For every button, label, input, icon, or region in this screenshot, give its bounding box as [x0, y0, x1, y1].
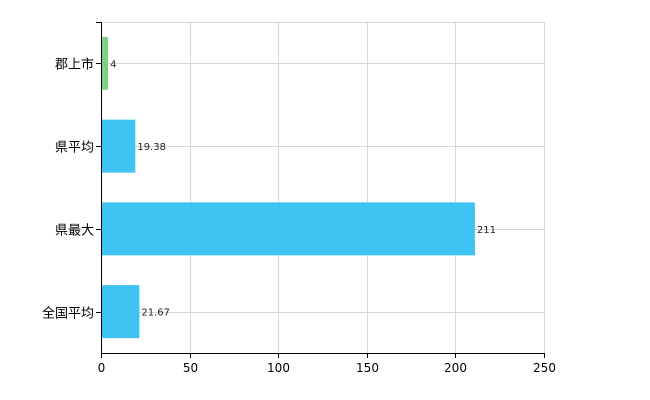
- data-label: 19.38: [137, 142, 166, 153]
- category-label: 県最大: [55, 224, 94, 239]
- data-labels: 4 19.38 211 21.67: [110, 59, 496, 318]
- data-label: 21.67: [141, 308, 170, 319]
- grid: [101, 22, 545, 353]
- x-tick-label: 100: [267, 361, 290, 375]
- x-tick-label: 50: [183, 361, 198, 375]
- category-label: 県平均: [55, 141, 94, 156]
- data-label: 211: [477, 225, 496, 236]
- category-label: 全国平均: [42, 306, 94, 322]
- data-label: 4: [110, 59, 116, 70]
- x-tick-label: 0: [98, 361, 106, 375]
- bars: [102, 36, 475, 339]
- category-label: 郡上市: [55, 57, 94, 73]
- x-tick-label: 250: [533, 361, 556, 375]
- x-tick-label: 150: [356, 361, 379, 375]
- bar: [102, 36, 109, 90]
- x-axis: 0 50 100 150 200 250: [98, 353, 556, 375]
- bar: [102, 285, 140, 339]
- bar: [102, 202, 475, 256]
- x-tick-label: 200: [444, 361, 467, 375]
- bar: [102, 119, 136, 173]
